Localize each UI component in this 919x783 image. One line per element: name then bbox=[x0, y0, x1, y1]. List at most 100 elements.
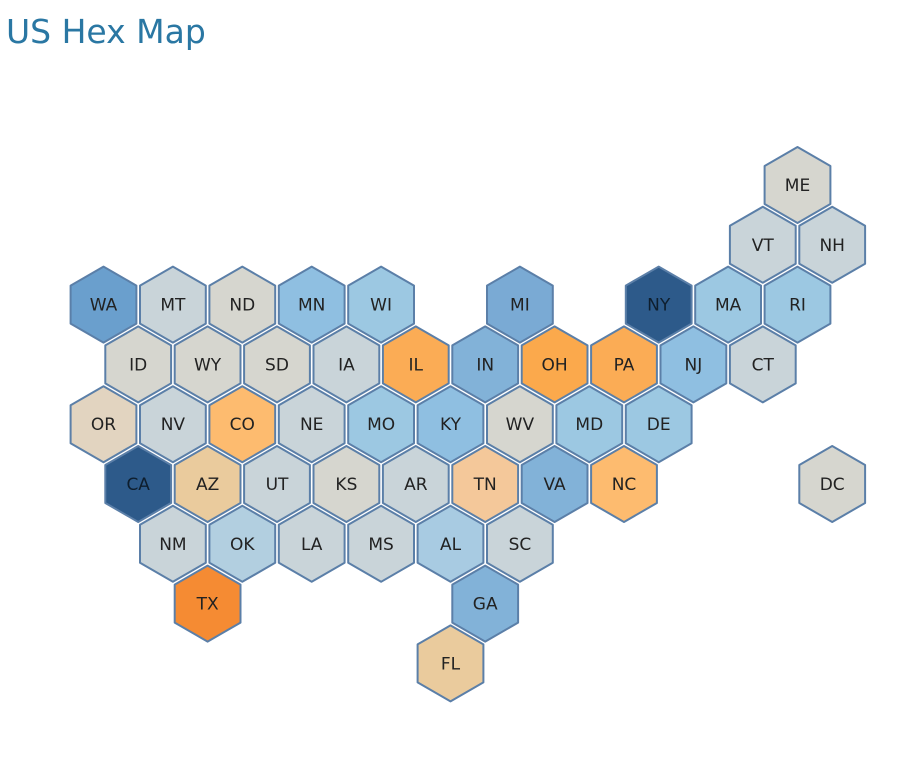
state-hex-vt[interactable]: VT bbox=[728, 205, 797, 284]
state-hex-shape[interactable] bbox=[104, 325, 173, 404]
state-hex-md[interactable]: MD bbox=[555, 385, 624, 464]
state-hex-shape[interactable] bbox=[243, 445, 311, 523]
state-hex-nj[interactable]: NJ bbox=[659, 325, 728, 404]
state-hex-shape[interactable] bbox=[277, 265, 346, 344]
state-hex-tn[interactable]: TN bbox=[451, 445, 520, 523]
state-hex-oh[interactable]: OH bbox=[520, 325, 589, 404]
state-hex-shape[interactable] bbox=[208, 265, 277, 344]
state-hex-shape[interactable] bbox=[139, 265, 207, 344]
state-hex-mt[interactable]: MT bbox=[139, 265, 207, 344]
state-hex-ky[interactable]: KY bbox=[416, 385, 485, 464]
state-hex-shape[interactable] bbox=[347, 504, 415, 583]
state-hex-shape[interactable] bbox=[728, 205, 797, 284]
state-hex-shape[interactable] bbox=[486, 265, 554, 344]
state-hex-la[interactable]: LA bbox=[277, 504, 346, 583]
map-title: US Hex Map bbox=[6, 12, 206, 51]
state-hex-sd[interactable]: SD bbox=[243, 325, 311, 404]
state-hex-de[interactable]: DE bbox=[624, 385, 693, 464]
state-hex-ia[interactable]: IA bbox=[312, 325, 381, 404]
state-hex-pa[interactable]: PA bbox=[590, 325, 658, 404]
state-hex-nd[interactable]: ND bbox=[208, 265, 277, 344]
state-hex-shape[interactable] bbox=[139, 504, 207, 583]
state-hex-shape[interactable] bbox=[728, 325, 797, 404]
state-hex-wy[interactable]: WY bbox=[173, 325, 242, 404]
state-hex-shape[interactable] bbox=[659, 325, 728, 404]
state-hex-shape[interactable] bbox=[381, 325, 450, 404]
state-hex-ma[interactable]: MA bbox=[694, 265, 762, 344]
state-hex-ks[interactable]: KS bbox=[312, 445, 381, 523]
state-hex-al[interactable]: AL bbox=[416, 504, 485, 583]
state-hex-ga[interactable]: GA bbox=[451, 564, 520, 643]
state-hex-shape[interactable] bbox=[624, 385, 693, 464]
state-hex-shape[interactable] bbox=[347, 385, 415, 464]
state-hex-shape[interactable] bbox=[416, 624, 485, 703]
state-hex-shape[interactable] bbox=[590, 325, 658, 404]
state-hex-wv[interactable]: WV bbox=[486, 385, 554, 464]
state-hex-in[interactable]: IN bbox=[451, 325, 520, 404]
state-hex-shape[interactable] bbox=[312, 445, 381, 523]
state-hex-shape[interactable] bbox=[173, 445, 242, 523]
state-hex-ny[interactable]: NY bbox=[624, 265, 693, 344]
state-hex-shape[interactable] bbox=[416, 385, 485, 464]
state-hex-shape[interactable] bbox=[763, 265, 832, 344]
state-hex-fl[interactable]: FL bbox=[416, 624, 485, 703]
state-hex-shape[interactable] bbox=[486, 385, 554, 464]
state-hex-ri[interactable]: RI bbox=[763, 265, 832, 344]
state-hex-shape[interactable] bbox=[277, 385, 346, 464]
state-hex-ca[interactable]: CA bbox=[104, 445, 173, 523]
state-hex-shape[interactable] bbox=[624, 265, 693, 344]
state-hex-dc[interactable]: DC bbox=[798, 445, 867, 523]
state-hex-id[interactable]: ID bbox=[104, 325, 173, 404]
state-hex-me[interactable]: ME bbox=[763, 146, 832, 224]
state-hex-shape[interactable] bbox=[451, 445, 520, 523]
state-hex-shape[interactable] bbox=[416, 504, 485, 583]
state-hex-shape[interactable] bbox=[277, 504, 346, 583]
state-hex-shape[interactable] bbox=[173, 564, 242, 643]
state-hex-shape[interactable] bbox=[208, 385, 277, 464]
state-hex-shape[interactable] bbox=[451, 564, 520, 643]
state-hex-shape[interactable] bbox=[381, 445, 450, 523]
state-hex-shape[interactable] bbox=[555, 385, 624, 464]
state-hex-wa[interactable]: WA bbox=[69, 265, 138, 344]
state-hex-mn[interactable]: MN bbox=[277, 265, 346, 344]
state-hex-shape[interactable] bbox=[173, 325, 242, 404]
state-hex-ok[interactable]: OK bbox=[208, 504, 277, 583]
state-hex-or[interactable]: OR bbox=[69, 385, 138, 464]
state-hex-nc[interactable]: NC bbox=[590, 445, 658, 523]
state-hex-nh[interactable]: NH bbox=[798, 205, 867, 284]
state-hex-va[interactable]: VA bbox=[520, 445, 589, 523]
state-hex-shape[interactable] bbox=[798, 205, 867, 284]
state-hex-mi[interactable]: MI bbox=[486, 265, 554, 344]
state-hex-shape[interactable] bbox=[486, 504, 554, 583]
state-hex-tx[interactable]: TX bbox=[173, 564, 242, 643]
state-hex-shape[interactable] bbox=[69, 385, 138, 464]
state-hex-shape[interactable] bbox=[139, 385, 207, 464]
state-hex-shape[interactable] bbox=[208, 504, 277, 583]
state-hex-shape[interactable] bbox=[312, 325, 381, 404]
state-hex-az[interactable]: AZ bbox=[173, 445, 242, 523]
state-hex-nv[interactable]: NV bbox=[139, 385, 207, 464]
state-hex-mo[interactable]: MO bbox=[347, 385, 415, 464]
state-hex-ut[interactable]: UT bbox=[243, 445, 311, 523]
state-hex-shape[interactable] bbox=[347, 265, 415, 344]
state-hex-shape[interactable] bbox=[763, 146, 832, 224]
state-hex-shape[interactable] bbox=[104, 445, 173, 523]
state-hex-ar[interactable]: AR bbox=[381, 445, 450, 523]
state-hex-ms[interactable]: MS bbox=[347, 504, 415, 583]
state-hex-ct[interactable]: CT bbox=[728, 325, 797, 404]
state-hex-wi[interactable]: WI bbox=[347, 265, 415, 344]
state-hex-shape[interactable] bbox=[451, 325, 520, 404]
state-hex-shape[interactable] bbox=[694, 265, 762, 344]
state-hex-il[interactable]: IL bbox=[381, 325, 450, 404]
state-hex-ne[interactable]: NE bbox=[277, 385, 346, 464]
state-hex-shape[interactable] bbox=[520, 445, 589, 523]
state-hex-shape[interactable] bbox=[520, 325, 589, 404]
state-hex-shape[interactable] bbox=[590, 445, 658, 523]
state-hex-shape[interactable] bbox=[243, 325, 311, 404]
state-hex-co[interactable]: CO bbox=[208, 385, 277, 464]
state-hex-nm[interactable]: NM bbox=[139, 504, 207, 583]
state-hex-shape[interactable] bbox=[69, 265, 138, 344]
state-hex-sc[interactable]: SC bbox=[486, 504, 554, 583]
state-hex-shape[interactable] bbox=[798, 445, 867, 523]
